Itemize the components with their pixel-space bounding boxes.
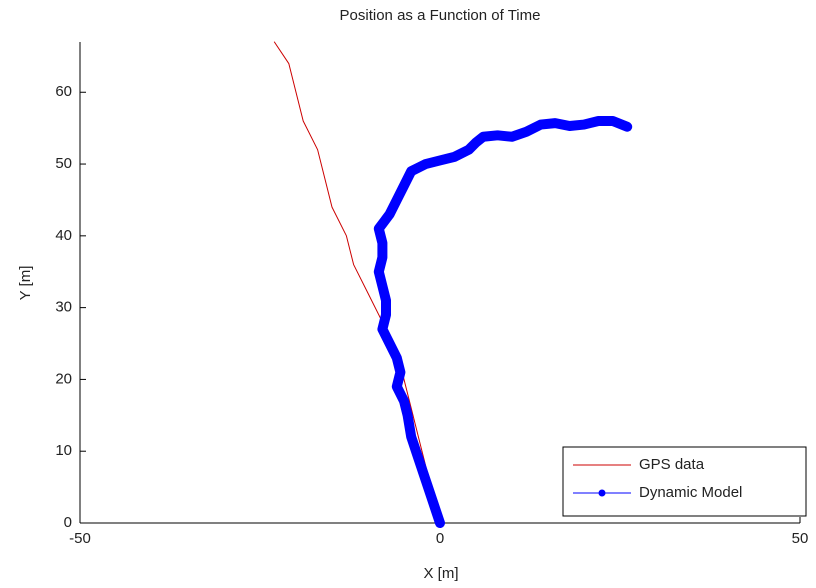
x-tick-label: -50 (69, 530, 91, 547)
y-tick-label: 60 (55, 83, 72, 100)
y-axis-label: Y [m] (17, 266, 34, 301)
series-line (373, 115, 633, 528)
y-tick-label: 10 (55, 442, 72, 459)
legend-marker (598, 489, 606, 497)
x-axis-label: X [m] (423, 565, 458, 582)
legend-label: Dynamic Model (639, 484, 742, 501)
y-tick-label: 40 (55, 227, 72, 244)
legend-label: GPS data (639, 456, 705, 473)
y-tick-label: 0 (64, 514, 72, 531)
chart-title: Position as a Function of Time (340, 7, 541, 24)
x-tick-label: 0 (436, 530, 444, 547)
legend-box (562, 446, 807, 517)
x-tick-label: 50 (792, 530, 809, 547)
y-tick-label: 30 (55, 299, 72, 316)
series-line (273, 41, 441, 524)
y-tick-label: 50 (55, 155, 72, 172)
y-tick-label: 20 (55, 370, 72, 387)
